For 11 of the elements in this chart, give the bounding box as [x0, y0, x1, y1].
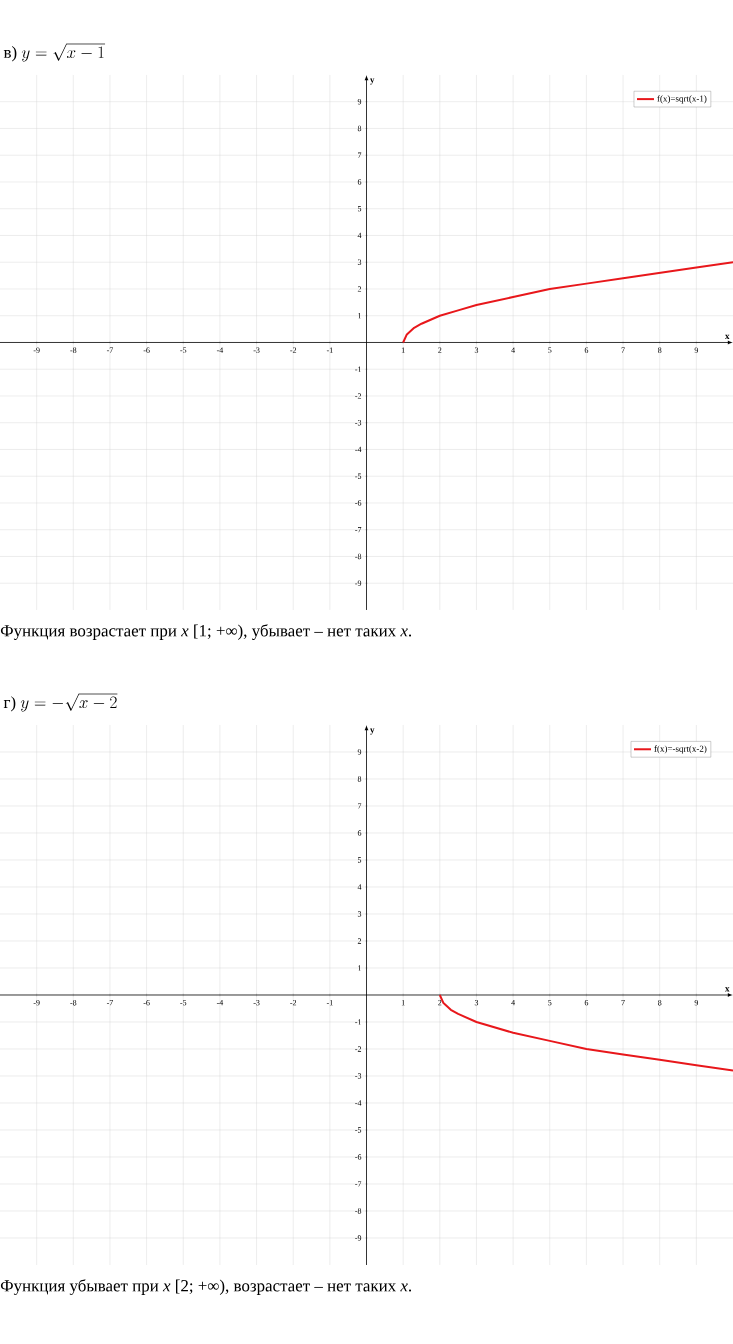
- legend-label: f(x)=-sqrt(x-2): [654, 745, 707, 754]
- chart-title: $\mbox{г) }y=-\sqrt{x-2}$: [3, 693, 118, 712]
- line-series: [438, 993, 733, 1072]
- x-axis-title: x: [725, 334, 730, 339]
- chart-title: $\mbox{в) }y=\sqrt{x-1}$: [3, 43, 106, 62]
- text: Функция убывает при x [2; +∞), возрастает – нет таких x.: [0, 1279, 412, 1295]
- legend-label: f(x)=sqrt(x-1): [657, 95, 707, 104]
- text: Функция возрастает при x [1; +∞), убывает – нет таких x.: [0, 624, 412, 640]
- x-axis-title: x: [725, 987, 730, 992]
- y-axis-title: y: [370, 728, 375, 735]
- y-axis-title: y: [370, 78, 375, 85]
